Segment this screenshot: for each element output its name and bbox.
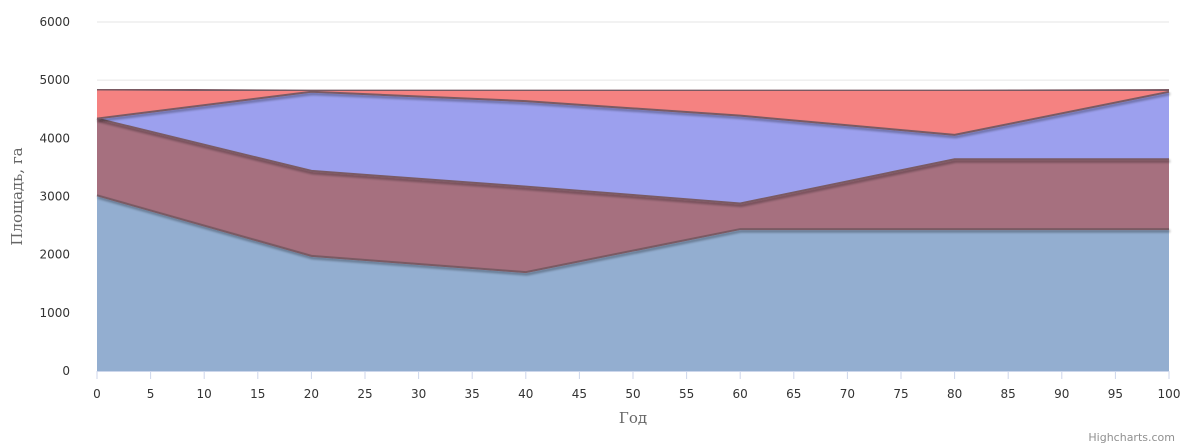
x-tick-label-35: 35 — [465, 387, 480, 401]
y-tick-label-5000: 5000 — [39, 73, 70, 87]
x-tick-label-70: 70 — [840, 387, 855, 401]
x-tick-label-40: 40 — [518, 387, 533, 401]
x-tick-label-80: 80 — [947, 387, 962, 401]
y-tick-label-4000: 4000 — [39, 131, 70, 145]
series-line-1 — [96, 194, 1169, 274]
y-tick-label-0: 0 — [62, 364, 70, 378]
y-axis-title: Площадь, га — [8, 147, 26, 245]
x-tick-label-85: 85 — [1001, 387, 1016, 401]
area-series-1 — [97, 195, 1169, 371]
x-tick-label-0: 0 — [93, 387, 101, 401]
y-axis-ticks: 0 1000 2000 3000 4000 5000 6000 — [39, 15, 70, 378]
x-tick-label-25: 25 — [357, 387, 372, 401]
x-tick-label-75: 75 — [893, 387, 908, 401]
x-tick-label-10: 10 — [197, 387, 212, 401]
series-line-2 — [96, 117, 1169, 205]
x-tick-label-95: 95 — [1108, 387, 1123, 401]
x-tick-label-15: 15 — [250, 387, 265, 401]
series-line-3 — [96, 90, 1170, 136]
area-series-4 — [97, 89, 1169, 135]
x-tick-label-30: 30 — [411, 387, 426, 401]
y-tick-label-2000: 2000 — [39, 248, 70, 262]
area-series-3 — [97, 91, 1169, 204]
x-tick-label-20: 20 — [304, 387, 319, 401]
y-tick-label-3000: 3000 — [39, 190, 70, 204]
x-tick-label-100: 100 — [1158, 387, 1181, 401]
series-lines-group — [96, 88, 1170, 274]
y-tick-label-1000: 1000 — [39, 306, 70, 320]
x-tick-label-55: 55 — [679, 387, 694, 401]
area-series-group — [97, 89, 1169, 371]
x-tick-label-65: 65 — [786, 387, 801, 401]
credits-link[interactable]: Highcharts.com — [1088, 431, 1175, 444]
x-tick-label-50: 50 — [625, 387, 640, 401]
x-tick-label-5: 5 — [147, 387, 155, 401]
x-tick-label-45: 45 — [572, 387, 587, 401]
x-tick-label-60: 60 — [733, 387, 748, 401]
x-axis-ticks: 0 5 10 15 20 25 30 35 40 45 50 55 60 65 70 75 80 85 90 95 10… — [93, 371, 1180, 401]
x-tick-label-90: 90 — [1054, 387, 1069, 401]
x-axis-title: Год — [619, 409, 647, 427]
y-tick-label-6000: 6000 — [39, 15, 70, 29]
